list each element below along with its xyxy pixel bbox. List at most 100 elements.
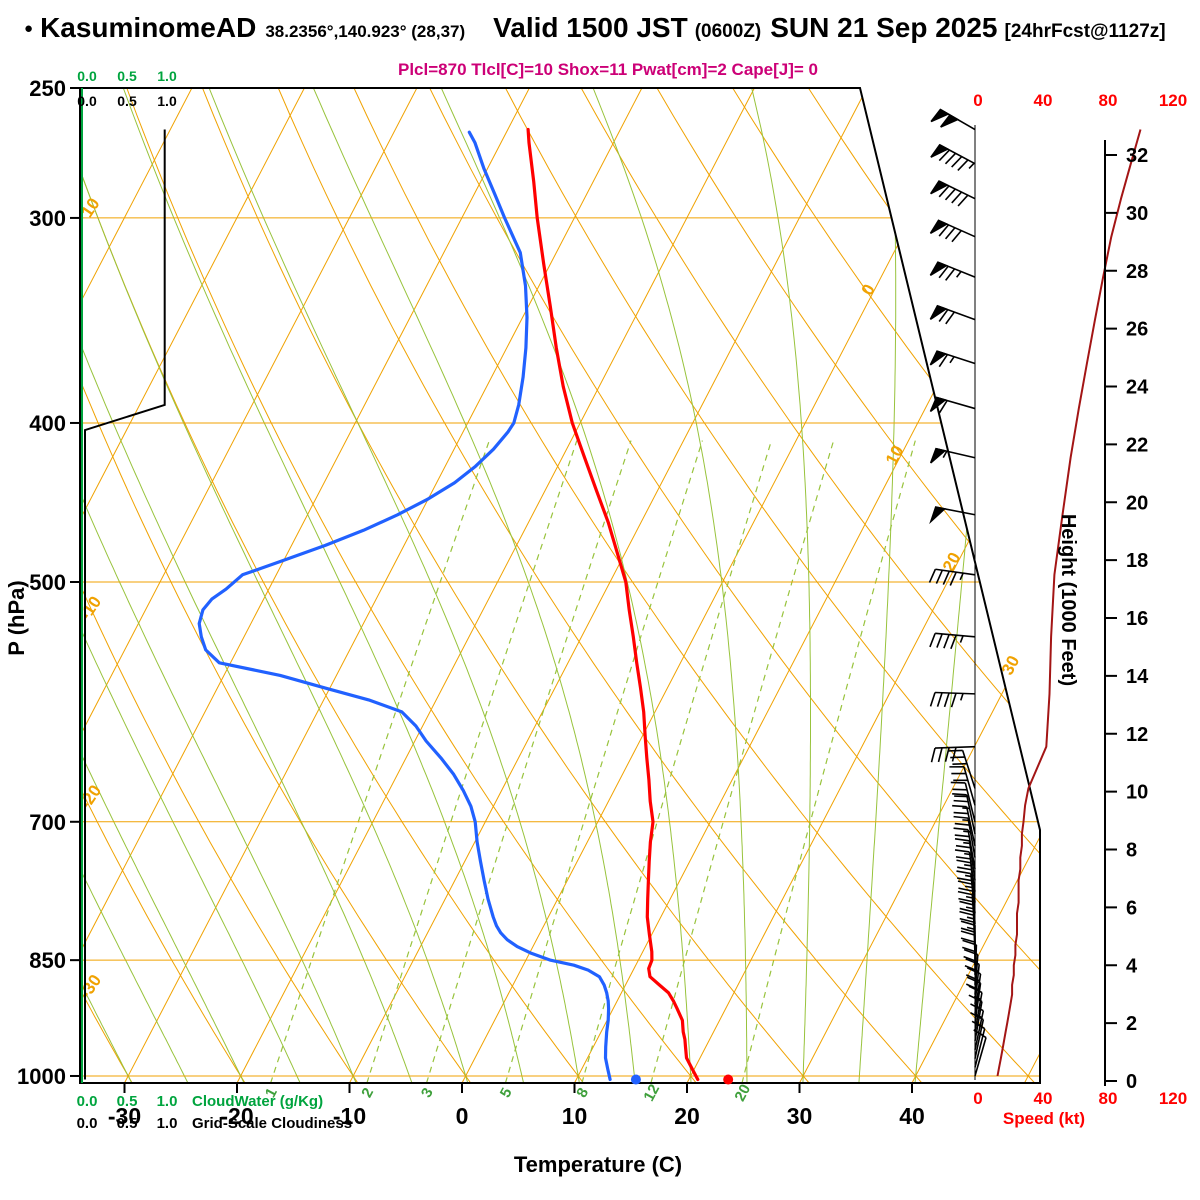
chart-header: ● KasuminomeAD 38.2356°,140.923° (28,37)…: [24, 12, 1166, 44]
cloudiness-scale-value: 0.0: [77, 93, 97, 109]
wind-barb: [930, 180, 976, 207]
station-coords: 38.2356°,140.923° (28,37): [265, 22, 466, 41]
cloudwater-scale-value: 0.0: [77, 68, 97, 84]
dry-adiabat-line: [353, 88, 1036, 1083]
moist-adiabat-line: [122, 88, 525, 1083]
height-tick-label: 30: [1126, 203, 1148, 225]
mixing-ratio-line: [741, 440, 916, 1083]
isotherm-line: [461, 88, 980, 1083]
temperature-tick-label: 10: [562, 1103, 588, 1129]
wind-barb: [928, 568, 976, 586]
cloud-legends-bottom: 0.0 0.0 0.5 0.5 1.0 1.0 CloudWater (g/Kg) Grid-…: [77, 1093, 352, 1132]
station-name: KasuminomeAD: [40, 12, 257, 43]
height-tick-label: 18: [1126, 550, 1148, 572]
moist-adiabat-line: [592, 88, 748, 1083]
wind-barb: [930, 143, 976, 171]
dry-adiabat-line: [580, 88, 1040, 1083]
temperature-tick-label: 0: [456, 1103, 469, 1129]
axis-title-speed: Speed (kt): [1003, 1109, 1085, 1128]
cloudiness-legend-label: Grid-Scale Cloudiness: [192, 1115, 352, 1132]
valid-time: Valid 1500 JST: [493, 12, 688, 43]
axis-title-height: Height (1000 Feet): [1057, 514, 1079, 686]
height-tick-label: 24: [1126, 377, 1149, 399]
wind-barb: [929, 506, 976, 525]
moist-adiabat-line: [208, 88, 580, 1083]
moist-adiabat-line: [80, 88, 189, 1083]
height-tick-label: 4: [1126, 955, 1138, 977]
cloud-scales-top: 0.0 0.0 0.5 0.5 1.0 1.0: [77, 68, 177, 109]
sounding-profiles: [197, 127, 700, 1082]
temperature-tick-label: 30: [787, 1103, 813, 1129]
dry-adiabat-line: [126, 88, 697, 1083]
pressure-tick-label: 250: [29, 76, 66, 101]
speed-tick-label-top: 40: [1034, 91, 1053, 110]
svg-text:10: 10: [882, 442, 908, 468]
isotherm-gridlines: [80, 88, 1040, 1083]
moist-adiabat-line: [80, 88, 357, 1083]
pressure-axis: 250 300 400 500 700 850 1000 P (hPa): [4, 76, 80, 1089]
speed-tick-label-bottom: 40: [1034, 1089, 1053, 1108]
isotherm-line: [911, 88, 1040, 1083]
height-tick-label: 32: [1126, 145, 1148, 167]
height-tick-label: 26: [1126, 319, 1148, 341]
mixing-ratio-line: [581, 440, 772, 1083]
height-tick-label: 22: [1126, 434, 1148, 456]
background-grid: [80, 88, 1040, 1083]
cloudiness-scale-value: 0.5: [117, 93, 137, 109]
speed-tick-label-top: 80: [1099, 91, 1118, 110]
mixing-ratio-line: [425, 440, 632, 1083]
isotherm-line: [80, 88, 305, 1083]
speed-tick-label-bottom: 0: [973, 1089, 982, 1108]
height-tick-label: 8: [1126, 840, 1137, 862]
height-tick-label: 14: [1126, 666, 1149, 688]
wind-speed-curve: [996, 129, 1142, 1077]
speed-tick-label-top: 120: [1159, 91, 1187, 110]
dry-adiabat-line: [807, 88, 1040, 1083]
dry-adiabat-line: [656, 88, 1040, 1083]
wind-barb: [930, 108, 976, 131]
height-tick-label: 20: [1126, 492, 1148, 514]
moist-adiabat-line: [80, 88, 413, 1083]
cloudwater-scale-value: 0.5: [117, 68, 137, 84]
axis-title-temperature: Temperature (C): [514, 1152, 682, 1177]
height-tick-label: 28: [1126, 261, 1148, 283]
moist-adiabat-line: [80, 88, 301, 1083]
svg-text:8: 8: [573, 1085, 592, 1100]
pressure-tick-label: 500: [29, 570, 66, 595]
wind-barb: [929, 447, 976, 464]
dry-adiabat-line: [80, 88, 472, 1083]
svg-text:20: 20: [731, 1081, 754, 1104]
surface-temperature-dot: [723, 1074, 734, 1085]
wind-barb: [952, 792, 976, 835]
wind-barb: [929, 219, 976, 243]
mixing-ratio-labels: 1 2 3 5 8 12 20: [262, 1081, 754, 1104]
dry-adiabat-line: [80, 88, 359, 1083]
wind-barb: [949, 766, 976, 806]
pressure-tick-label: 300: [29, 206, 66, 231]
height-tick-label: 2: [1126, 1013, 1137, 1035]
pressure-tick-label: 400: [29, 411, 66, 436]
pressure-tick-label: 850: [29, 948, 66, 973]
plot-border: [79, 87, 1041, 1084]
height-tick-label: 10: [1126, 782, 1148, 804]
height-tick-label: 6: [1126, 897, 1137, 919]
moist-adiabat-line: [80, 88, 245, 1083]
svg-text:3: 3: [418, 1085, 437, 1100]
valid-date: SUN 21 Sep 2025: [770, 12, 998, 43]
cloudwater-scale-value: 1.0: [157, 68, 177, 84]
speed-tick-label-bottom: 80: [1099, 1089, 1118, 1108]
dewpoint-curve: [197, 130, 612, 1082]
dry-adiabat-line: [505, 88, 1040, 1083]
mixing-ratio-line: [366, 440, 578, 1083]
valid-time-utc: (0600Z): [694, 21, 762, 42]
cloudwater-legend-value: 1.0: [157, 1093, 178, 1110]
temperature-tick-label: -10: [333, 1103, 366, 1129]
stability-indices: Plcl=870 Tlcl[C]=10 Shox=11 Pwat[cm]=2 C…: [398, 60, 819, 79]
wind-barb: [929, 632, 976, 650]
surface-dewpoint-dot: [630, 1074, 641, 1085]
isotherm-line: [80, 88, 193, 1083]
moist-adiabat-gridlines: [80, 88, 1002, 1083]
